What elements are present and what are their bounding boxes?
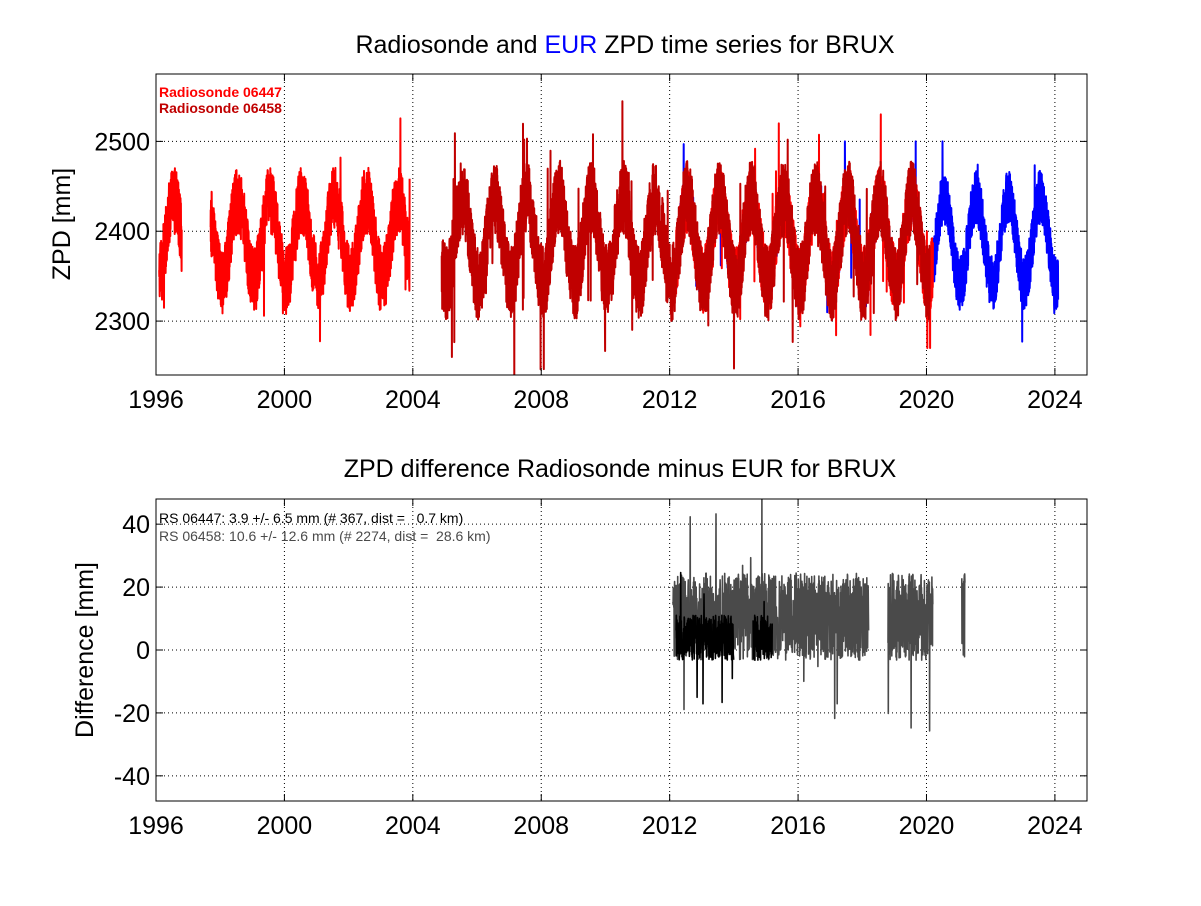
x-tick-label: 2000 [257, 386, 313, 414]
ticks-bottom: 1996 2000 2004 2008 2012 2016 2020 2024 -40 -20 0 2… [114, 499, 1087, 840]
y-tick-label: 2400 [94, 218, 150, 246]
plot-area-bottom [156, 499, 1087, 801]
y-tick-label: -40 [114, 763, 150, 791]
chart-title-top: Radiosonde and EUR ZPD time series for B… [355, 31, 894, 59]
x-tick-label: 2020 [899, 386, 955, 414]
x-tick-label: 2012 [642, 386, 698, 414]
y-tick-label: 2500 [94, 128, 150, 156]
y-tick-label: 20 [122, 574, 150, 602]
x-tick-label: 2012 [642, 812, 698, 840]
series-line-segment [675, 571, 735, 705]
x-tick-label: 2024 [1027, 386, 1083, 414]
zpd-difference-panel: ZPD difference Radiosonde minus EUR for … [71, 455, 1088, 840]
x-tick-label: 2004 [385, 386, 441, 414]
x-tick-label: 2016 [770, 386, 826, 414]
y-tick-label: 40 [122, 511, 150, 539]
x-tick-label: 2008 [513, 812, 569, 840]
series-line-segment [887, 572, 934, 732]
chart-title-bottom: ZPD difference Radiosonde minus EUR for … [344, 455, 897, 483]
x-tick-label: 2016 [770, 812, 826, 840]
x-tick-label: 1996 [128, 812, 184, 840]
series-group-bottom [672, 499, 966, 732]
x-tick-label: 2008 [513, 386, 569, 414]
y-tick-label: 0 [136, 637, 150, 665]
y-axis-label-bottom: Difference [mm] [71, 562, 99, 738]
title-highlight-eur: EUR [544, 31, 597, 59]
y-tick-label: 2300 [94, 308, 150, 336]
plot-frame-top [155, 73, 1088, 376]
series-line-segment [158, 167, 183, 309]
series-line-segment [960, 573, 966, 658]
series-group-top [158, 100, 1060, 375]
stats-entry-06447: RS 06447: 3.9 +/- 6.5 mm (# 367, dist = … [159, 510, 463, 526]
x-tick-label: 2004 [385, 812, 441, 840]
x-tick-label: 2000 [257, 812, 313, 840]
series-0 [675, 571, 773, 705]
series-line-segment [752, 600, 773, 662]
legend-entry-06458: Radiosonde 06458 [159, 100, 282, 116]
series-line-segment [440, 100, 931, 375]
series-1 [440, 100, 931, 375]
legend-entry-06447: Radiosonde 06447 [159, 84, 282, 100]
y-axis-label-top: ZPD [mm] [48, 168, 76, 281]
zpd-time-series-panel: Radiosonde and EUR ZPD time series for B… [48, 31, 1088, 414]
series-line-segment [209, 117, 411, 343]
y-tick-label: -20 [114, 700, 150, 728]
ticks-top: 1996 2000 2004 2008 2012 2016 2020 2024 2300 2400… [94, 74, 1087, 414]
stats-entry-06458: RS 06458: 10.6 +/- 12.6 mm (# 2274, dist… [159, 528, 491, 544]
x-tick-label: 1996 [128, 386, 184, 414]
x-tick-label: 2020 [899, 812, 955, 840]
x-tick-label: 2024 [1027, 812, 1083, 840]
